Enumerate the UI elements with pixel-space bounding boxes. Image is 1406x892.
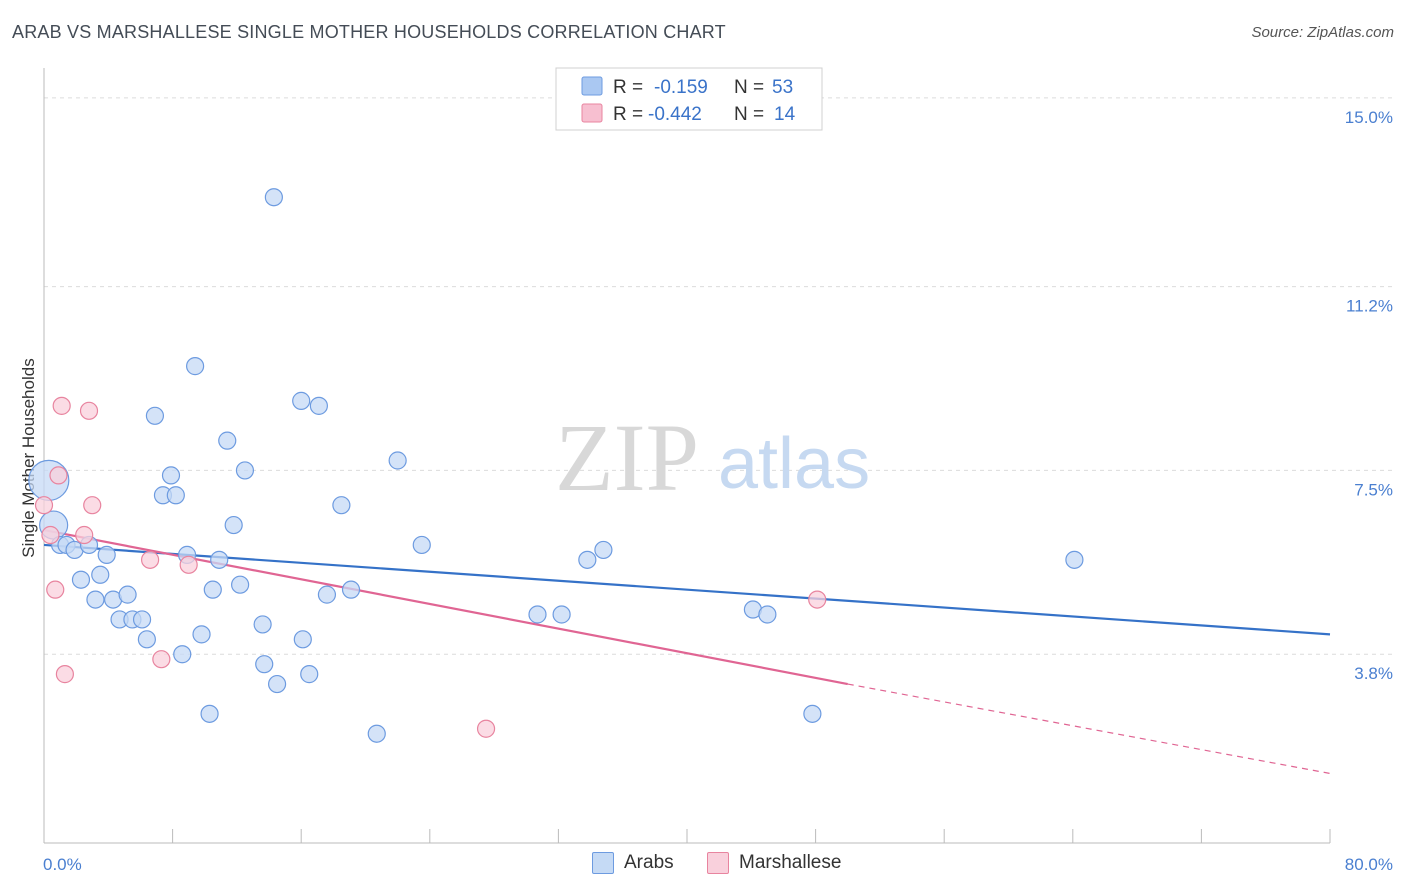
point-arabs [552, 605, 571, 624]
legend-n-label-marshallese: N = [734, 104, 764, 125]
point-arabs [578, 550, 597, 569]
point-arabs [192, 625, 211, 644]
point-arabs [528, 605, 547, 624]
point-arabs [203, 580, 222, 599]
point-arabs [231, 575, 250, 594]
legend-n-value-marshallese: 14 [774, 104, 796, 125]
y-tick-labels: 3.8% 7.5% 11.2% 15.0% [1345, 108, 1393, 683]
point-marshallese [476, 719, 496, 738]
y-tick-label: 7.5% [1354, 480, 1393, 499]
legend-r-value-arabs: -0.159 [654, 77, 708, 98]
source-label: Source: ZipAtlas.com [1251, 24, 1394, 41]
point-arabs [235, 461, 255, 480]
point-arabs [1065, 550, 1084, 569]
point-marshallese [152, 650, 171, 669]
legend-swatch-marshallese [581, 103, 603, 123]
watermark: ZIP atlas [555, 404, 870, 511]
point-arabs [317, 585, 337, 604]
point-arabs [309, 396, 328, 415]
grid-lines [44, 97, 1393, 655]
legend-swatch-arabs [581, 76, 603, 96]
chart-title: ARAB VS MARSHALLESE SINGLE MOTHER HOUSEH… [12, 22, 726, 42]
watermark-zip: ZIP [555, 404, 699, 511]
point-arabs [224, 515, 243, 535]
point-marshallese [34, 496, 54, 515]
point-arabs [186, 357, 205, 376]
point-arabs [255, 655, 274, 674]
data-points [28, 188, 1084, 743]
legend-swatch-marshallese-bottom [707, 852, 729, 874]
point-arabs [267, 674, 287, 694]
point-arabs [137, 630, 156, 649]
point-arabs [264, 188, 283, 207]
point-marshallese [83, 496, 102, 515]
point-arabs [86, 590, 105, 609]
legend-swatch-arabs-bottom [592, 852, 614, 874]
correlation-legend: R = -0.159 N = 53 R = -0.442 N = 14 [555, 67, 823, 131]
trend-line-marshallese [43, 528, 848, 686]
point-marshallese [79, 401, 99, 420]
point-arabs [71, 570, 91, 589]
trend-line-arabs [43, 543, 1331, 636]
legend-item-marshallese: Marshallese [707, 852, 841, 874]
point-arabs [332, 496, 351, 515]
point-arabs [412, 535, 431, 555]
point-arabs [594, 540, 613, 560]
series-legend: Arabs Marshallese [0, 852, 1406, 878]
point-marshallese [46, 580, 65, 599]
trend-lines [43, 528, 1331, 775]
legend-r-label-arabs: R = [613, 77, 643, 98]
legend-n-label-arabs: N = [734, 77, 764, 98]
point-arabs [97, 545, 116, 564]
point-arabs [367, 724, 386, 743]
point-arabs [293, 630, 312, 649]
watermark-atlas: atlas [718, 424, 870, 504]
point-arabs [161, 466, 181, 485]
point-arabs [145, 406, 165, 425]
point-arabs [91, 565, 110, 584]
point-arabs [166, 486, 185, 505]
point-arabs [758, 605, 777, 624]
legend-n-value-arabs: 53 [772, 77, 793, 98]
point-marshallese [140, 550, 160, 569]
point-arabs [210, 550, 229, 569]
legend-r-label-marshallese: R = [613, 104, 643, 125]
y-tick-label: 15.0% [1345, 108, 1393, 127]
y-tick-label: 3.8% [1354, 664, 1393, 683]
point-marshallese [49, 466, 68, 485]
point-marshallese [52, 396, 71, 415]
axes [43, 68, 1331, 844]
legend-r-value-marshallese: -0.442 [648, 104, 702, 125]
point-arabs [218, 431, 237, 450]
y-tick-label: 11.2% [1346, 297, 1393, 316]
point-arabs [803, 704, 822, 723]
trend-line-marshallese-extension [847, 683, 1331, 775]
point-arabs [341, 580, 361, 599]
point-marshallese [808, 590, 827, 609]
legend-label-marshallese: Marshallese [739, 852, 842, 873]
point-marshallese [75, 525, 94, 545]
x-tick-label-min: 0.0% [43, 855, 82, 874]
x-tick-label-max: 80.0% [1345, 855, 1393, 874]
point-marshallese [41, 525, 60, 545]
point-arabs [118, 585, 137, 604]
point-marshallese [179, 555, 198, 574]
point-marshallese [55, 665, 74, 684]
point-arabs [388, 451, 407, 470]
point-arabs [200, 704, 219, 723]
legend-item-arabs: Arabs [592, 852, 674, 874]
legend-label-arabs: Arabs [624, 852, 674, 873]
y-axis-label: Single Mother Households [19, 358, 38, 557]
point-arabs [173, 645, 192, 664]
point-arabs [300, 665, 319, 684]
point-arabs [292, 391, 311, 410]
point-arabs [132, 610, 152, 629]
point-arabs [253, 615, 272, 634]
